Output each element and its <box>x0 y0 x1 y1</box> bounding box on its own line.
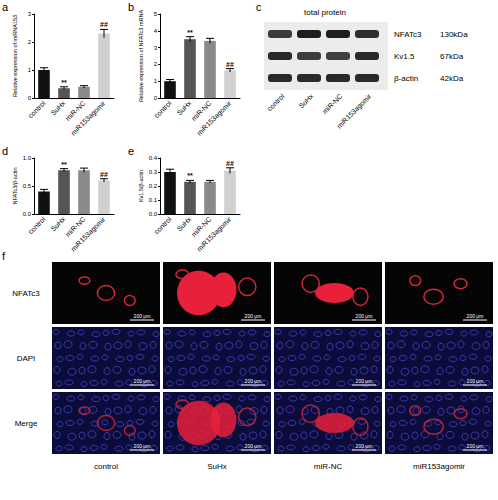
svg-text:miR153agomir: miR153agomir <box>335 92 373 130</box>
svg-text:**: ** <box>187 172 193 179</box>
svg-text:3: 3 <box>28 11 32 17</box>
svg-text:a: a <box>2 1 9 13</box>
svg-text:SuHx: SuHx <box>49 215 66 232</box>
svg-text:##: ## <box>100 21 108 28</box>
svg-text:200 μm: 200 μm <box>467 313 484 319</box>
svg-text:Relative expression of NFATc3: Relative expression of NFATc3 mRNA <box>138 10 144 103</box>
svg-text:control: control <box>153 99 173 119</box>
svg-text:42kDa: 42kDa <box>440 74 464 83</box>
svg-text:0.4: 0.4 <box>149 155 158 161</box>
svg-text:control: control <box>153 215 173 235</box>
svg-text:0.3: 0.3 <box>149 169 158 175</box>
svg-text:e: e <box>128 145 134 157</box>
svg-text:control: control <box>27 99 47 119</box>
svg-text:2: 2 <box>154 61 158 67</box>
svg-text:control: control <box>266 92 286 112</box>
svg-text:**: ** <box>61 161 67 168</box>
svg-text:SuHx: SuHx <box>175 215 192 232</box>
svg-text:NFATc3: NFATc3 <box>12 289 40 298</box>
svg-text:miR-NC: miR-NC <box>64 99 87 122</box>
svg-text:##: ## <box>226 160 234 167</box>
svg-text:miR-NC: miR-NC <box>64 215 87 238</box>
svg-text:miR153agomir: miR153agomir <box>69 215 107 253</box>
svg-text:miR153agomir: miR153agomir <box>69 99 107 137</box>
svg-text:**: ** <box>61 79 67 86</box>
svg-text:DAPI: DAPI <box>17 354 36 363</box>
svg-text:200 μm: 200 μm <box>245 378 262 384</box>
svg-text:1: 1 <box>28 67 32 73</box>
svg-text:200 μm: 200 μm <box>134 443 151 449</box>
svg-text:0.5: 0.5 <box>23 183 32 189</box>
svg-text:0.2: 0.2 <box>149 183 158 189</box>
svg-text:miR153agomir: miR153agomir <box>195 99 233 137</box>
svg-text:1.0: 1.0 <box>23 155 32 161</box>
svg-text:miR-NC: miR-NC <box>314 462 343 471</box>
svg-text:0.0: 0.0 <box>23 211 32 217</box>
svg-text:miR-NC: miR-NC <box>190 215 213 238</box>
svg-text:total protein: total protein <box>304 8 346 17</box>
svg-text:Relative expression of miRNA15: Relative expression of miRNA153 <box>12 15 18 97</box>
svg-text:200 μm: 200 μm <box>356 313 373 319</box>
svg-text:b: b <box>128 1 134 13</box>
svg-text:control: control <box>27 215 47 235</box>
svg-text:c: c <box>256 1 262 13</box>
svg-text:d: d <box>2 145 8 157</box>
svg-text:##: ## <box>100 171 108 178</box>
svg-text:67kDa: 67kDa <box>440 52 464 61</box>
svg-text:3: 3 <box>154 45 158 51</box>
svg-text:0: 0 <box>154 95 158 101</box>
svg-text:200 μm: 200 μm <box>467 443 484 449</box>
svg-text:0: 0 <box>28 95 32 101</box>
svg-text:β-actin: β-actin <box>394 74 418 83</box>
svg-text:**: ** <box>187 29 193 36</box>
svg-text:NFATc3/β-actin: NFATc3/β-actin <box>12 168 18 205</box>
svg-text:0.1: 0.1 <box>149 197 158 203</box>
svg-text:miR153agomir: miR153agomir <box>413 462 465 471</box>
svg-text:200 μm: 200 μm <box>356 443 373 449</box>
svg-text:Kv1.5: Kv1.5 <box>394 52 415 61</box>
svg-text:miR153agomir: miR153agomir <box>195 215 233 253</box>
svg-text:200 μm: 200 μm <box>245 313 262 319</box>
svg-text:miR-NC: miR-NC <box>321 93 344 116</box>
svg-text:2: 2 <box>28 39 32 45</box>
svg-text:miR-NC: miR-NC <box>190 99 213 122</box>
svg-text:NFATc3: NFATc3 <box>394 30 422 39</box>
svg-text:0.0: 0.0 <box>149 211 158 217</box>
svg-text:control: control <box>94 462 118 471</box>
svg-text:200 μm: 200 μm <box>134 313 151 319</box>
svg-text:SuHx: SuHx <box>49 99 66 116</box>
svg-text:200 μm: 200 μm <box>245 443 262 449</box>
svg-text:130kDa: 130kDa <box>440 30 468 39</box>
svg-text:4: 4 <box>154 28 158 34</box>
svg-text:SuHx: SuHx <box>175 99 192 116</box>
svg-text:200 μm: 200 μm <box>356 378 373 384</box>
svg-text:f: f <box>2 250 6 262</box>
svg-text:5: 5 <box>154 11 158 17</box>
svg-text:Merge: Merge <box>15 419 38 428</box>
svg-text:##: ## <box>226 61 234 68</box>
svg-text:200 μm: 200 μm <box>134 378 151 384</box>
svg-text:SuHx: SuHx <box>297 92 314 109</box>
svg-text:1: 1 <box>154 78 158 84</box>
svg-text:SuHx: SuHx <box>207 462 227 471</box>
svg-text:200 μm: 200 μm <box>467 378 484 384</box>
svg-text:Kv1.5/β-actin: Kv1.5/β-actin <box>138 170 144 202</box>
